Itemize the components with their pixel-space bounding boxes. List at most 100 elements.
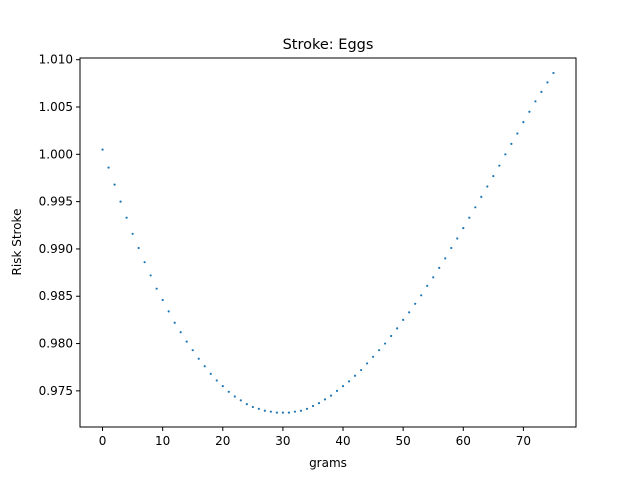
data-point	[197, 357, 200, 360]
data-point	[137, 246, 140, 250]
data-point	[113, 183, 116, 186]
data-point	[131, 232, 134, 235]
chart-title: Stroke: Eggs	[283, 37, 374, 53]
data-point	[432, 276, 435, 279]
data-point	[546, 81, 549, 84]
data-point	[251, 405, 254, 409]
data-point	[384, 342, 387, 345]
data-point	[480, 195, 483, 198]
data-point	[534, 100, 537, 103]
x-tick-label: 70	[516, 434, 531, 448]
data-point	[179, 331, 182, 334]
x-tick-label: 30	[275, 434, 290, 448]
data-point	[209, 372, 212, 375]
data-point	[335, 389, 339, 392]
data-point	[462, 227, 465, 230]
y-tick-label: 1.005	[39, 100, 73, 114]
data-point	[329, 394, 333, 397]
data-point	[281, 411, 285, 414]
data-point	[408, 311, 411, 314]
x-tick-label: 10	[155, 434, 170, 448]
data-point	[143, 261, 146, 264]
data-point	[155, 287, 158, 290]
data-point	[450, 246, 453, 250]
data-point	[365, 362, 369, 365]
data-series	[101, 71, 555, 414]
data-point	[287, 411, 291, 414]
data-point	[396, 327, 399, 330]
y-tick-label: 0.990	[39, 242, 73, 256]
data-point	[347, 380, 351, 383]
data-point	[149, 274, 152, 277]
data-point	[504, 153, 507, 156]
data-point	[510, 142, 513, 146]
data-point	[402, 318, 405, 321]
data-point	[359, 368, 363, 372]
data-point	[275, 411, 278, 414]
data-point	[552, 71, 555, 75]
x-tick-label: 50	[396, 434, 411, 448]
data-point	[305, 407, 309, 410]
data-point	[353, 374, 357, 377]
data-point	[311, 404, 315, 408]
data-point	[492, 174, 495, 178]
data-point	[456, 237, 459, 240]
y-axis: 0.975 0.980 0.985 0.990 0.995 1.000 1.005 1.010	[39, 53, 80, 398]
x-axis: 0 10 20 30 40 50 60 70	[99, 427, 531, 448]
data-point	[468, 216, 471, 219]
x-tick-label: 40	[335, 434, 350, 448]
y-tick-label: 1.000	[39, 147, 73, 161]
data-point	[221, 385, 224, 388]
data-point	[119, 200, 122, 203]
data-point	[323, 398, 327, 401]
data-point	[203, 365, 206, 368]
y-tick-label: 0.975	[39, 384, 73, 398]
data-point	[191, 349, 194, 352]
x-axis-label: grams	[309, 456, 347, 470]
y-tick-label: 0.985	[39, 289, 73, 303]
data-point	[317, 402, 321, 405]
data-point	[516, 132, 519, 135]
data-point	[378, 349, 381, 352]
y-tick-label: 1.010	[39, 53, 73, 67]
data-point	[438, 266, 441, 269]
data-point	[341, 385, 345, 388]
data-point	[426, 284, 429, 287]
data-point	[474, 206, 477, 209]
data-point	[161, 298, 164, 302]
data-point	[444, 257, 447, 260]
plot-area	[79, 57, 577, 428]
data-point	[299, 409, 303, 412]
data-point	[167, 310, 170, 313]
data-point	[390, 334, 393, 338]
data-point	[107, 166, 110, 169]
data-point	[522, 121, 525, 124]
data-point	[420, 294, 423, 297]
data-point	[215, 379, 218, 382]
data-point	[173, 321, 176, 324]
x-tick-label: 20	[215, 434, 230, 448]
x-tick-label: 60	[456, 434, 471, 448]
data-point	[414, 302, 417, 305]
data-point	[239, 399, 242, 402]
data-point	[227, 390, 230, 393]
data-point	[245, 403, 248, 406]
data-point	[498, 164, 501, 167]
y-tick-label: 0.980	[39, 337, 73, 351]
data-point	[185, 340, 188, 343]
data-point	[257, 407, 260, 410]
data-point	[293, 410, 297, 413]
y-axis-label: Risk Stroke	[10, 209, 24, 276]
data-point	[101, 148, 104, 151]
data-point	[371, 355, 375, 358]
data-point	[263, 409, 266, 412]
data-point	[269, 410, 272, 413]
y-tick-label: 0.995	[39, 195, 73, 209]
data-point	[528, 110, 531, 113]
x-tick-label: 0	[99, 434, 107, 448]
data-point	[125, 216, 128, 219]
data-point	[540, 90, 543, 93]
data-point	[233, 395, 236, 398]
data-point	[486, 185, 489, 188]
